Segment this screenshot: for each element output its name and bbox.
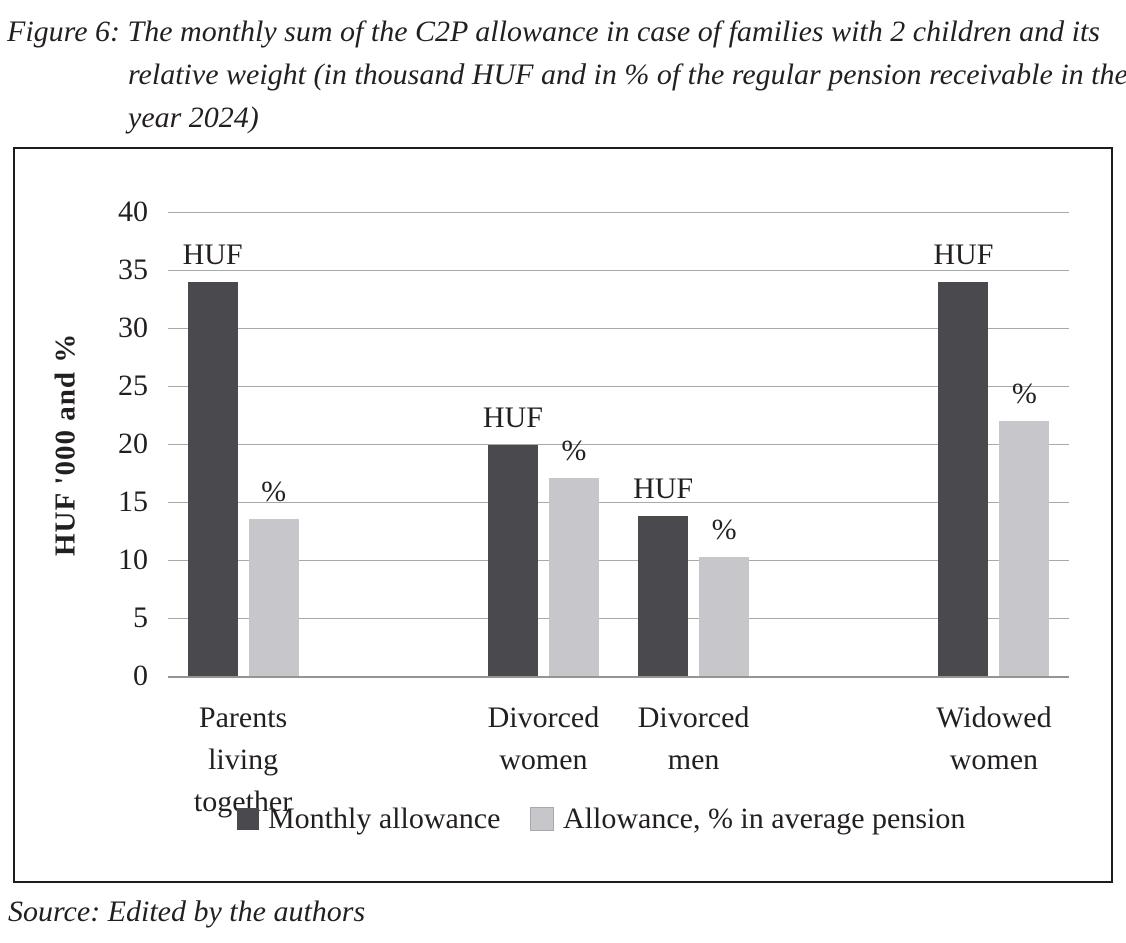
x-category-label: Widowed women (936, 701, 1052, 776)
figure-title-line: relative weight (in thousand HUF and in … (128, 58, 1126, 91)
bar-value-label: HUF (482, 401, 543, 435)
gridline (168, 502, 1069, 503)
legend-item: Monthly allowance (237, 802, 500, 836)
bar-value-label: % (561, 433, 587, 467)
bar-monthly-allowance (938, 281, 989, 676)
bar-value-label: HUF (933, 237, 994, 271)
bar-monthly-allowance (187, 281, 238, 676)
bar-value-label: % (261, 475, 287, 509)
bar-value-label: HUF (633, 471, 694, 505)
legend-label: Allowance, % in average pension (563, 802, 966, 835)
bar-value-label: HUF (182, 237, 243, 271)
source-caption: Source: Edited by the authors (8, 895, 366, 928)
gridline (168, 212, 1069, 213)
bar-allowance-percent (699, 556, 750, 676)
x-category-label: Divorced men (637, 701, 750, 776)
chart-area: HUF '000 and % 40 35 30 25 20 15 10 5 0 HUF% Pare… (13, 147, 1113, 883)
bar-value-label: % (1011, 376, 1037, 410)
gridline (168, 618, 1069, 619)
legend-label: Monthly allowance (268, 802, 501, 835)
figure-title-line: Figure 6: The monthly sum of the C2P all… (7, 15, 1100, 48)
figure-title: Figure 6: The monthly sum of the C2P all… (7, 10, 1126, 139)
x-category-label: Divorced women (487, 701, 600, 776)
x-axis-line (168, 676, 1069, 678)
x-category-label: Parents living together (193, 701, 293, 818)
bar-allowance-percent (248, 519, 299, 676)
bar-allowance-percent (548, 477, 599, 676)
bar-monthly-allowance (487, 445, 538, 676)
gridline (168, 560, 1069, 561)
gridline (168, 270, 1069, 271)
legend-swatch-monthly-allowance (237, 808, 259, 830)
legend-item: Allowance, % in average pension (530, 802, 965, 836)
gridline (168, 386, 1069, 387)
bar-value-label: % (711, 512, 737, 546)
gridline (168, 444, 1069, 445)
gridline (168, 328, 1069, 329)
figure-title-line: year 2024) (128, 101, 259, 134)
plot-area: HUF% Parents living together HUF% Divorced … (168, 212, 1069, 818)
bar-allowance-percent (999, 420, 1050, 676)
bar-monthly-allowance (638, 515, 689, 676)
legend-swatch-allowance-percent (530, 807, 554, 831)
y-axis-title: HUF '000 and % (49, 332, 82, 556)
